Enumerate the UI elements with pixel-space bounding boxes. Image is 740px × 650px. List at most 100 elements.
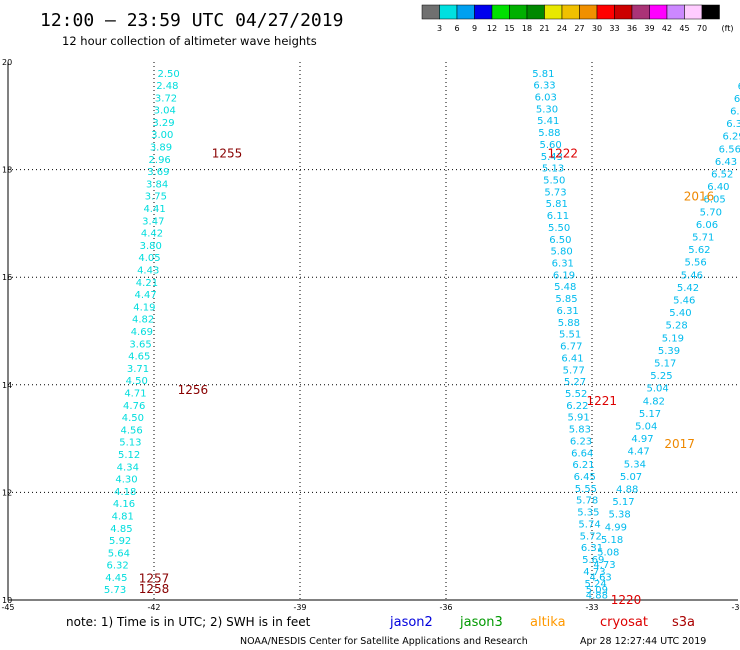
wave-height-value: 5.39: [658, 346, 680, 357]
x-tick-label: -36: [439, 603, 452, 612]
wave-height-value: 4.45: [105, 573, 127, 584]
wave-height-value: 6.56: [719, 144, 740, 155]
time-label: 2016: [684, 190, 715, 204]
wave-height-value: 5.34: [624, 459, 646, 470]
wave-height-value: 4.19: [133, 302, 155, 313]
wave-height-value: 4.73: [583, 567, 605, 578]
wave-height-value: 5.81: [532, 69, 554, 80]
colorbar-swatch: [474, 4, 493, 20]
x-tick-label: -33: [585, 603, 598, 612]
satellite-legend-jason3: jason3: [459, 615, 503, 630]
plot-area: -45 -42 -39 -36 -33 -30 10 12 14 16 18 20: [1, 58, 740, 612]
wave-height-value: 5.13: [542, 164, 564, 175]
wave-height-value: 5.30: [536, 104, 558, 115]
wave-height-value: 4.50: [126, 376, 148, 387]
wave-height-value: 5.17: [654, 358, 676, 369]
wave-height-value: 6.31: [581, 543, 603, 554]
wave-height-value: 6.52: [711, 170, 733, 181]
footer-credit: NOAA/NESDIS Center for Satellite Applica…: [240, 636, 528, 647]
wave-height-value: 6.05: [703, 195, 725, 206]
time-label: 1256: [178, 383, 209, 397]
time-label: 1221: [586, 394, 617, 408]
wave-height-value: 3.72: [155, 93, 177, 104]
wave-height-value: 3.84: [146, 179, 168, 190]
wave-height-value: 5.85: [555, 294, 577, 305]
wave-height-value: 2.48: [156, 81, 178, 92]
wave-height-value: 4.56: [121, 425, 143, 436]
colorbar-swatch: [701, 4, 720, 20]
wave-height-value: 5.83: [569, 425, 591, 436]
wave-height-value: 5.81: [546, 199, 568, 210]
wave-height-value: 4.69: [131, 327, 153, 338]
wave-height-value: 3.69: [147, 167, 169, 178]
wave-height-value: 4.82: [643, 396, 665, 407]
wave-height-value: 6.06: [696, 220, 718, 231]
wave-height-value: 5.72: [580, 531, 602, 542]
colorbar-label: 6: [454, 24, 459, 33]
wave-height-value: 4.21: [136, 278, 158, 289]
wave-height-value: 2.50: [157, 69, 179, 80]
wave-height-value: 6.32: [106, 561, 128, 572]
colorbar-label: 33: [609, 24, 619, 33]
wave-height-value: 4.73: [593, 560, 615, 571]
satellite-legend-s3a: s3a: [672, 615, 695, 630]
wave-height-value: 5.92: [109, 536, 131, 547]
wave-height-value: 5.70: [700, 207, 722, 218]
wave-height-value: 6.19: [553, 270, 575, 281]
time-label: 1258: [139, 582, 170, 596]
wave-height-value: 5.13: [119, 438, 141, 449]
y-tick-label: 18: [2, 166, 12, 175]
satellite-legend-cryosat: cryosat: [600, 615, 648, 630]
wave-height-value: 4.63: [590, 573, 612, 584]
wave-height-value: 5.38: [609, 510, 631, 521]
wave-height-value: 5.64: [108, 548, 130, 559]
wave-height-value: 6.31: [557, 306, 579, 317]
wave-height-value: 4.88: [616, 484, 638, 495]
y-tick-label: 14: [2, 381, 12, 390]
wave-height-value: 6.43: [715, 157, 737, 168]
colorbar-label: 36: [627, 24, 637, 33]
colorbar-label: 30: [592, 24, 602, 33]
wave-height-value: 5.24: [585, 579, 607, 590]
wave-height-value: 6.33: [533, 81, 555, 92]
colorbar-label: 18: [522, 24, 532, 33]
wave-height-value: 6.23: [570, 436, 592, 447]
wave-height-value: 4.41: [143, 204, 165, 215]
colorbar-legend: 3 6 9 12 15 18 21 24 27 30 33 36 39 42 45 70 (ft): [421, 4, 734, 33]
wave-height-value: 5.27: [564, 377, 586, 388]
wave-height-value: 6.31: [738, 81, 740, 92]
wave-height-value: 4.97: [631, 434, 653, 445]
wave-height-value: 6.39: [726, 119, 740, 130]
note-text: note: 1) Time is in UTC; 2) SWH is in fe…: [66, 615, 311, 629]
wave-height-value: 5.62: [688, 245, 710, 256]
colorbar-label: 12: [487, 24, 497, 33]
y-tick-label: 12: [2, 488, 12, 497]
colorbar-swatch: [579, 4, 598, 20]
colorbar-swatch: [614, 4, 633, 20]
colorbar-swatch: [684, 4, 703, 20]
y-tick-label: 20: [2, 58, 12, 67]
colorbar-label: 3: [437, 24, 442, 33]
wave-height-value: 6.29: [722, 132, 740, 143]
wave-height-value: 5.50: [543, 176, 565, 187]
wave-height-value: 6.40: [707, 182, 729, 193]
time-label: 2017: [664, 437, 695, 451]
wave-height-value: 5.42: [677, 283, 699, 294]
wave-height-value: 4.65: [128, 352, 150, 363]
colorbar-swatch: [631, 4, 650, 20]
wave-height-value: 3.47: [142, 216, 164, 227]
wave-height-value: 5.48: [554, 282, 576, 293]
wave-height-value: 5.46: [681, 270, 703, 281]
wave-height-value: 5.88: [558, 318, 580, 329]
wave-height-value: 5.40: [669, 308, 691, 319]
colorbar-swatch: [596, 4, 615, 20]
y-tick-label: 16: [2, 273, 12, 282]
colorbar-label: 42: [662, 24, 672, 33]
wave-height-value: 5.52: [565, 389, 587, 400]
satellite-legend-jason2: jason2: [389, 615, 433, 630]
colorbar-label: 39: [644, 24, 654, 33]
colorbar-label: 27: [574, 24, 584, 33]
wave-height-value: 5.41: [537, 116, 559, 127]
wave-height-value: 5.74: [578, 519, 600, 530]
